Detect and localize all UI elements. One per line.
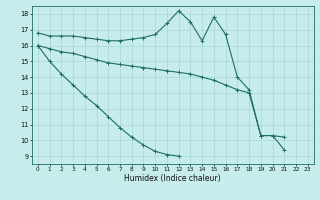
X-axis label: Humidex (Indice chaleur): Humidex (Indice chaleur)	[124, 174, 221, 183]
